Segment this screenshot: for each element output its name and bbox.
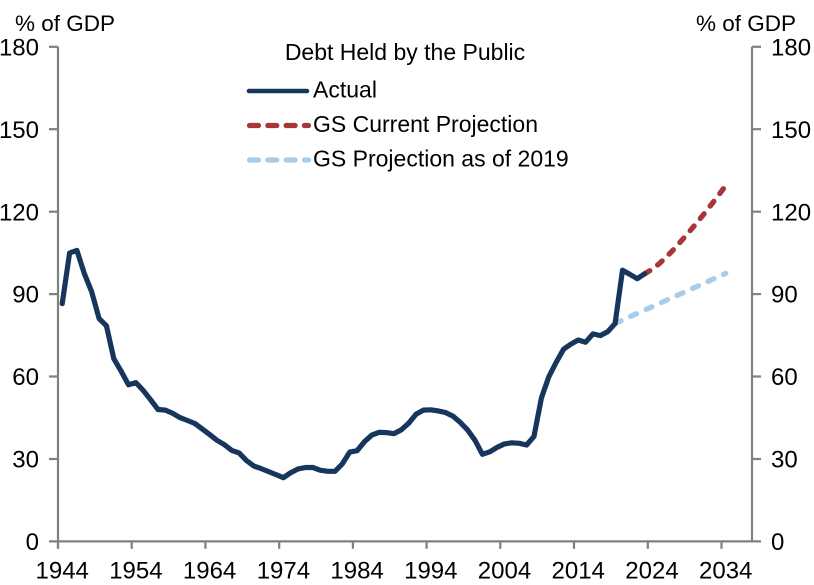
svg-text:60: 60	[771, 364, 798, 391]
svg-text:180: 180	[0, 34, 39, 61]
svg-text:2024: 2024	[625, 558, 678, 585]
svg-text:1964: 1964	[183, 558, 236, 585]
svg-text:2034: 2034	[699, 558, 752, 585]
svg-text:% of GDP: % of GDP	[696, 11, 796, 36]
svg-text:2004: 2004	[478, 558, 531, 585]
svg-text:120: 120	[0, 199, 39, 226]
svg-text:% of GDP: % of GDP	[15, 11, 115, 36]
svg-text:0: 0	[771, 529, 784, 556]
svg-text:180: 180	[771, 34, 811, 61]
svg-text:0: 0	[26, 529, 39, 556]
svg-text:150: 150	[771, 117, 811, 144]
svg-text:150: 150	[0, 117, 39, 144]
svg-text:60: 60	[12, 364, 39, 391]
svg-text:120: 120	[771, 199, 811, 226]
svg-text:1974: 1974	[257, 558, 310, 585]
svg-text:Actual: Actual	[313, 76, 377, 102]
svg-text:GS Current Projection: GS Current Projection	[313, 111, 538, 137]
svg-text:90: 90	[771, 282, 798, 309]
svg-text:30: 30	[12, 447, 39, 474]
svg-text:Debt Held by the Public: Debt Held by the Public	[285, 39, 525, 65]
svg-text:90: 90	[12, 282, 39, 309]
svg-text:2014: 2014	[552, 558, 605, 585]
svg-text:1984: 1984	[330, 558, 383, 585]
svg-text:30: 30	[771, 447, 798, 474]
svg-text:GS Projection as of 2019: GS Projection as of 2019	[313, 145, 569, 171]
svg-text:1944: 1944	[36, 558, 89, 585]
svg-text:1994: 1994	[404, 558, 457, 585]
svg-text:1954: 1954	[109, 558, 162, 585]
